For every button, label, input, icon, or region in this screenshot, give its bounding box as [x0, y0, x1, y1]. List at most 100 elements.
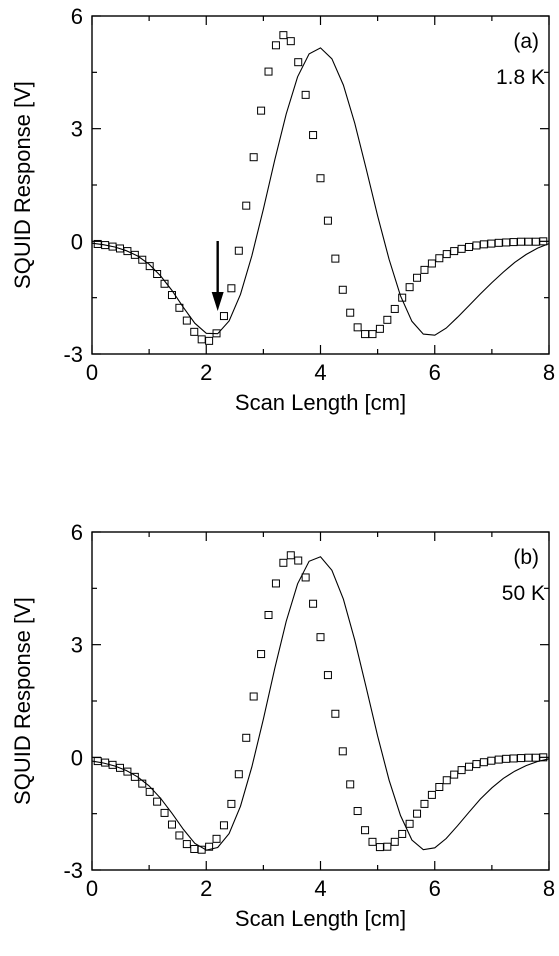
y-axis-title: SQUID Response [V] — [10, 597, 35, 805]
data-point — [361, 330, 370, 339]
data-point — [487, 756, 496, 765]
data-point — [197, 335, 206, 344]
data-point — [427, 259, 436, 268]
data-point — [368, 837, 377, 846]
data-point — [442, 776, 451, 785]
data-point — [138, 255, 147, 264]
data-point — [153, 797, 162, 806]
data-point — [145, 787, 154, 796]
data-point — [205, 336, 214, 345]
data-point — [435, 254, 444, 263]
data-point — [346, 780, 355, 789]
data-point — [375, 324, 384, 333]
data-point — [316, 174, 325, 183]
data-point — [502, 754, 511, 763]
data-point — [472, 760, 481, 769]
data-point — [234, 246, 243, 255]
temperature-label: 50 K — [502, 582, 545, 605]
data-point — [413, 273, 422, 282]
y-tick-label: 6 — [71, 4, 83, 29]
y-tick-label: 3 — [71, 633, 83, 658]
y-tick-label: -3 — [63, 858, 83, 883]
data-point — [450, 770, 459, 779]
data-point — [190, 327, 199, 336]
data-point — [175, 831, 184, 840]
data-point — [479, 240, 488, 249]
data-point — [323, 216, 332, 225]
data-point — [182, 840, 191, 849]
data-point — [368, 330, 377, 339]
data-point — [375, 843, 384, 852]
data-point — [227, 799, 236, 808]
data-point — [234, 770, 243, 779]
panel-label: (b) — [513, 546, 539, 569]
data-point — [264, 67, 273, 76]
data-point — [427, 790, 436, 799]
y-tick-label: -3 — [63, 342, 83, 367]
data-point — [398, 829, 407, 838]
x-tick-label: 0 — [86, 876, 98, 901]
data-point — [212, 834, 221, 843]
data-point — [130, 250, 139, 259]
data-point — [301, 90, 310, 99]
y-tick-label: 0 — [71, 745, 83, 770]
data-point — [517, 754, 526, 763]
x-tick-label: 0 — [86, 360, 98, 385]
data-point — [524, 753, 533, 762]
data-point — [472, 241, 481, 250]
x-tick-label: 6 — [429, 360, 441, 385]
data-point — [257, 106, 266, 115]
fit-line — [91, 47, 550, 336]
data-point — [167, 291, 176, 300]
data-point — [271, 41, 280, 50]
data-point — [175, 303, 184, 312]
data-point — [205, 842, 214, 851]
arrow-head — [211, 292, 224, 311]
data-point — [457, 244, 466, 253]
data-point — [494, 238, 503, 247]
data-point — [160, 279, 169, 288]
plot-frame — [91, 15, 550, 355]
data-point — [182, 316, 191, 325]
data-point — [323, 671, 332, 680]
x-tick-label: 4 — [314, 360, 326, 385]
data-point — [130, 772, 139, 781]
data-point — [517, 237, 526, 246]
data-point — [301, 573, 310, 582]
data-point — [465, 762, 474, 771]
data-point — [390, 837, 399, 846]
data-point — [309, 131, 318, 140]
data-point — [145, 262, 154, 271]
data-point — [524, 237, 533, 246]
data-point — [316, 633, 325, 642]
data-point — [123, 767, 132, 776]
data-point — [138, 779, 147, 788]
data-point — [294, 58, 303, 67]
x-tick-label: 2 — [200, 876, 212, 901]
data-point — [353, 323, 362, 332]
data-point — [539, 237, 548, 246]
data-point — [361, 826, 370, 835]
data-point — [279, 31, 288, 40]
data-point — [279, 558, 288, 567]
data-point — [509, 754, 518, 763]
data-point — [249, 153, 258, 162]
data-point — [160, 808, 169, 817]
data-point — [338, 285, 347, 294]
data-point — [227, 284, 236, 293]
data-point — [212, 329, 221, 338]
data-point — [242, 201, 251, 210]
data-point — [398, 293, 407, 302]
x-tick-label: 8 — [543, 876, 555, 901]
data-point — [531, 753, 540, 762]
plot-frame — [91, 531, 550, 871]
data-point — [531, 237, 540, 246]
data-point — [442, 250, 451, 259]
x-axis-title: Scan Length [cm] — [235, 906, 406, 931]
x-tick-label: 6 — [429, 876, 441, 901]
x-tick-label: 4 — [314, 876, 326, 901]
data-point — [383, 842, 392, 851]
data-point — [502, 238, 511, 247]
data-point — [465, 242, 474, 251]
